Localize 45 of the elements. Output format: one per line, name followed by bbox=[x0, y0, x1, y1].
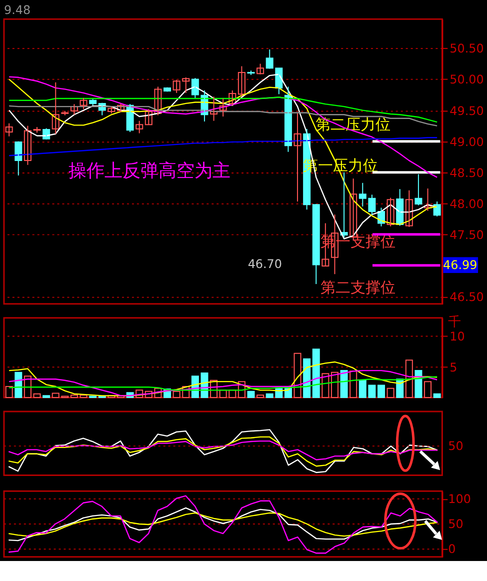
bar bbox=[433, 393, 441, 398]
bar bbox=[247, 390, 255, 398]
line-series bbox=[8, 76, 438, 178]
bar bbox=[322, 373, 330, 398]
ref-line-label: 第二支撑位 bbox=[320, 278, 396, 296]
bar bbox=[5, 386, 13, 398]
bar bbox=[405, 360, 413, 398]
y-tick-label: 49.50 bbox=[450, 104, 484, 118]
line-series bbox=[8, 376, 438, 391]
bar bbox=[70, 394, 78, 398]
y-tick-label: 48.50 bbox=[450, 166, 484, 180]
candlestick bbox=[136, 120, 144, 134]
bar bbox=[350, 370, 358, 398]
y-tick-label: 0 bbox=[448, 542, 456, 556]
annotation: 46.70 bbox=[248, 257, 282, 272]
bar bbox=[256, 394, 264, 398]
y-tick-label: 50.50 bbox=[450, 42, 484, 56]
bar bbox=[24, 376, 32, 398]
y-axis-title: 千 bbox=[448, 314, 462, 330]
y-tick-label: 50.00 bbox=[450, 72, 484, 87]
bar bbox=[386, 388, 394, 398]
bar bbox=[33, 393, 41, 398]
y-tick-label: 48.00 bbox=[450, 196, 484, 211]
y-tick-label: 49.00 bbox=[450, 134, 484, 149]
y-tick-label: 10 bbox=[450, 330, 465, 344]
bar bbox=[312, 348, 320, 398]
text: 46.99 bbox=[443, 258, 478, 272]
line-series bbox=[8, 512, 438, 537]
bar bbox=[294, 352, 302, 398]
bar bbox=[303, 358, 311, 398]
y-tick-label: 50 bbox=[448, 516, 464, 531]
y-tick-label: 47.50 bbox=[450, 228, 484, 242]
chart-title: 9.48 bbox=[4, 3, 31, 18]
bar bbox=[340, 370, 348, 398]
bar bbox=[424, 381, 432, 398]
bar bbox=[330, 372, 338, 398]
bar bbox=[377, 384, 385, 398]
y-tick-label: 46.50 bbox=[450, 290, 484, 304]
y-tick-label: 5 bbox=[450, 360, 458, 374]
line-series bbox=[8, 361, 438, 396]
line-series bbox=[8, 495, 438, 554]
line-series bbox=[8, 507, 438, 542]
y-tick-label: 100 bbox=[448, 492, 471, 506]
annotation: 操作上反弹高空为主 bbox=[68, 160, 231, 182]
line-series bbox=[8, 370, 438, 396]
